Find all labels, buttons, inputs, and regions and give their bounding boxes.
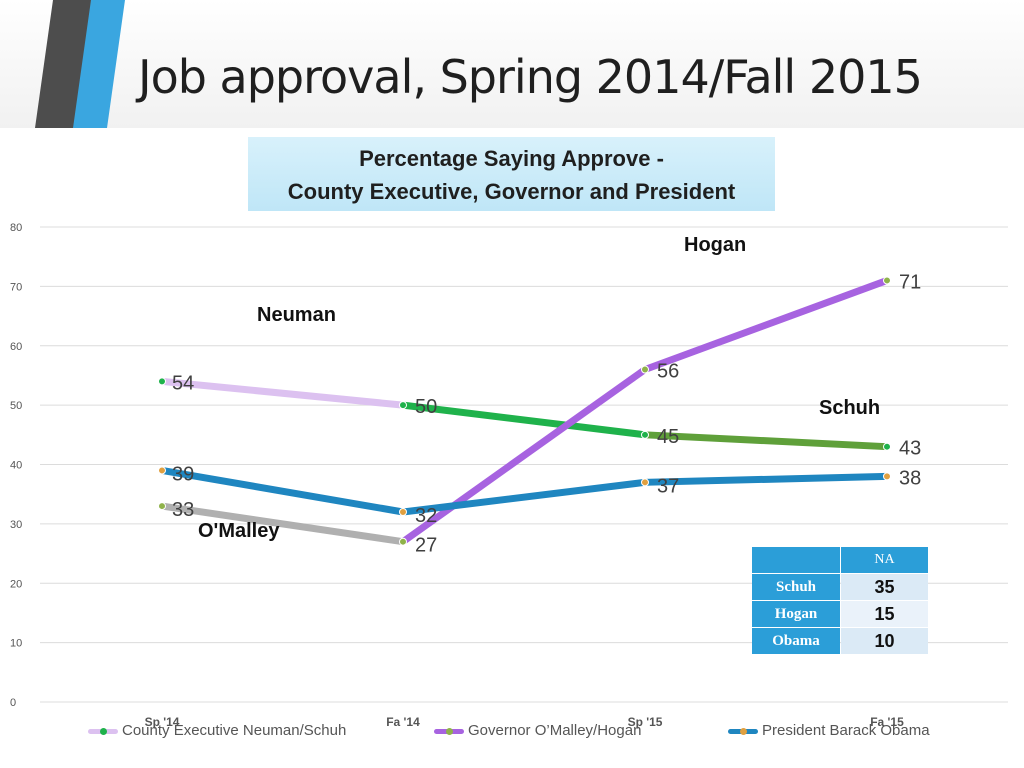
annotation-neuman: Neuman xyxy=(257,304,336,326)
data-point xyxy=(158,377,166,386)
series-segment xyxy=(641,431,891,451)
data-label: 32 xyxy=(415,505,437,527)
data-point xyxy=(399,401,407,410)
data-point xyxy=(883,276,891,285)
series-segment xyxy=(158,377,407,409)
y-tick-label: 30 xyxy=(10,519,22,531)
data-label: 54 xyxy=(172,372,194,394)
legend-swatch xyxy=(434,727,464,735)
slide-title: Job approval, Spring 2014/Fall 2015 xyxy=(138,50,923,104)
data-point xyxy=(399,537,407,546)
slide-header: Job approval, Spring 2014/Fall 2015 xyxy=(0,0,1024,128)
legend-label: President Barack Obama xyxy=(762,722,930,739)
series-segment xyxy=(641,276,891,373)
data-label: 39 xyxy=(172,463,194,485)
series-segment xyxy=(158,502,407,546)
x-tick-label: Sp '14 xyxy=(145,715,180,729)
data-label: 71 xyxy=(899,271,921,293)
y-tick-label: 50 xyxy=(10,400,22,412)
data-point xyxy=(641,365,649,374)
y-tick-label: 60 xyxy=(10,341,22,353)
y-tick-label: 80 xyxy=(10,222,22,234)
data-label: 50 xyxy=(415,396,437,418)
data-label: 38 xyxy=(899,467,921,489)
na-row-value: 10 xyxy=(841,628,928,654)
series-segment xyxy=(399,478,649,516)
chart-title-line2: County Executive, Governor and President xyxy=(287,179,736,204)
legend-label: County Executive Neuman/Schuh xyxy=(122,722,347,739)
na-table-header: NA xyxy=(841,547,928,573)
na-table: NA Schuh 35 Hogan 15 Obama 10 xyxy=(751,546,929,655)
data-label: 43 xyxy=(899,438,921,460)
y-tick-label: 40 xyxy=(10,460,22,472)
y-tick-label: 0 xyxy=(10,697,16,709)
na-row-value: 15 xyxy=(841,601,928,627)
x-tick-label: Fa '14 xyxy=(386,715,420,729)
data-label: 45 xyxy=(657,426,679,448)
na-row-label: Hogan xyxy=(752,601,840,627)
data-label: 27 xyxy=(415,535,437,557)
data-label: 33 xyxy=(172,499,194,521)
chart-title-line1: Percentage Saying Approve - xyxy=(359,146,664,171)
legend-item-president: President Barack Obama xyxy=(728,722,930,742)
legend-swatch xyxy=(728,727,758,735)
annotation-omalley: O'Malley xyxy=(198,520,280,542)
x-tick-label: Sp '15 xyxy=(628,715,663,729)
series-segment xyxy=(399,401,649,439)
y-tick-label: 20 xyxy=(10,578,22,590)
chart-title: Percentage Saying Approve - County Execu… xyxy=(248,137,775,211)
legend-label: Governor O’Malley/Hogan xyxy=(468,722,642,739)
series-segment xyxy=(399,366,649,546)
na-table-corner xyxy=(752,547,840,573)
legend-item-county-executive: County Executive Neuman/Schuh xyxy=(88,722,346,742)
annotation-schuh: Schuh xyxy=(819,397,880,419)
data-point xyxy=(158,502,166,511)
series-segment xyxy=(641,472,891,486)
data-point xyxy=(883,472,891,481)
na-row-value: 35 xyxy=(841,574,928,600)
data-point xyxy=(399,508,407,516)
data-point xyxy=(641,478,649,487)
data-label: 37 xyxy=(657,475,679,497)
y-tick-label: 10 xyxy=(10,638,22,650)
legend-item-governor: Governor O’Malley/Hogan xyxy=(434,722,641,742)
na-row-label: Schuh xyxy=(752,574,840,600)
na-row-label: Obama xyxy=(752,628,840,654)
series-segment xyxy=(158,466,407,516)
legend-swatch xyxy=(88,727,118,735)
data-point xyxy=(158,466,166,475)
data-point xyxy=(883,442,891,451)
data-point xyxy=(641,430,649,439)
data-label: 56 xyxy=(657,361,679,383)
y-tick-label: 70 xyxy=(10,281,22,293)
annotation-hogan: Hogan xyxy=(684,234,746,256)
x-tick-label: Fa '15 xyxy=(870,715,904,729)
